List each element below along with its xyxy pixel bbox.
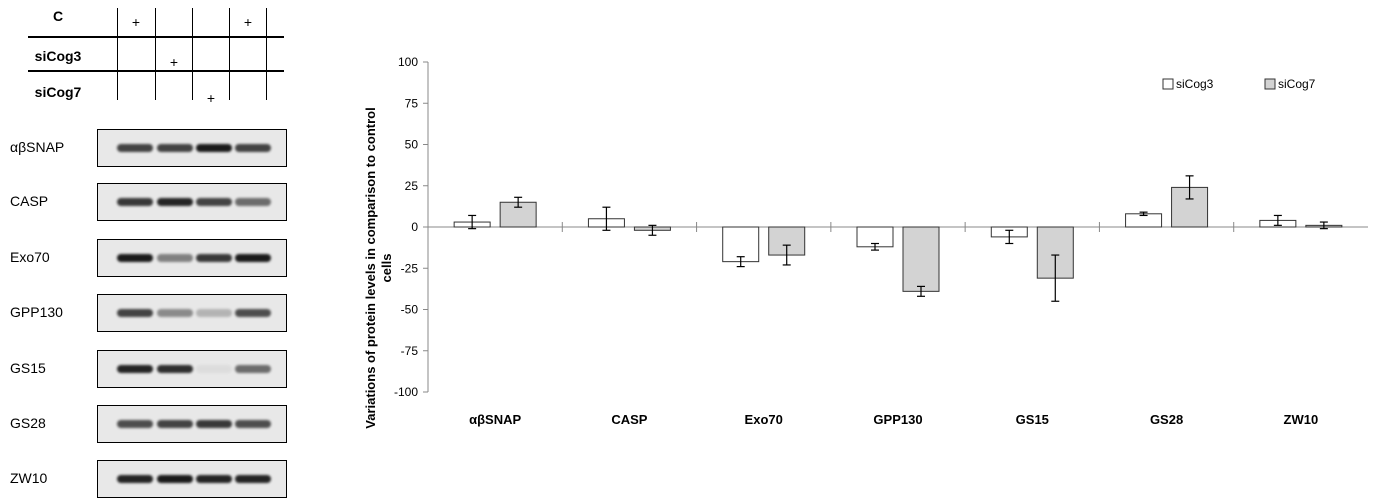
blot-image xyxy=(97,460,287,498)
blot-label: Exo70 xyxy=(10,249,50,265)
legend-swatch xyxy=(1264,78,1276,90)
blot-band xyxy=(157,309,193,317)
blot-band xyxy=(157,365,193,373)
blot-band xyxy=(117,420,153,428)
y-tick-label: 100 xyxy=(398,55,418,69)
x-tick-label: GS15 xyxy=(1016,412,1049,427)
blot-band xyxy=(157,198,193,206)
blot-band xyxy=(117,254,153,262)
blot-band xyxy=(196,309,232,317)
blot-label: CASP xyxy=(10,193,49,209)
blot-band xyxy=(117,198,153,206)
x-tick-label: GS28 xyxy=(1150,412,1183,427)
condition-mark: + xyxy=(243,14,253,30)
blot-image xyxy=(97,294,287,332)
blot-band xyxy=(196,254,232,262)
blot-band xyxy=(196,144,232,152)
lane-divider xyxy=(117,8,118,100)
y-tick-label: 75 xyxy=(405,96,419,110)
blot-band xyxy=(235,420,271,428)
blot-band xyxy=(157,254,193,262)
blot-band xyxy=(117,365,153,373)
y-tick-label: -75 xyxy=(401,344,419,358)
bar-siCog7 xyxy=(902,226,940,292)
y-axis-label: Variations of protein levels in comparis… xyxy=(363,107,394,428)
table-divider xyxy=(28,36,284,38)
blot-band xyxy=(117,309,153,317)
legend-label: siCog7 xyxy=(1278,77,1316,91)
blot-band xyxy=(235,475,271,483)
condition-label: C xyxy=(52,8,64,24)
blot-band xyxy=(157,475,193,483)
legend-swatch xyxy=(1162,78,1174,90)
blot-band xyxy=(235,309,271,317)
x-tick-label: ZW10 xyxy=(1284,412,1319,427)
condition-label: siCog3 xyxy=(34,48,82,64)
condition-label: siCog7 xyxy=(34,84,82,100)
blot-image xyxy=(97,183,287,221)
y-tick-label: -50 xyxy=(401,303,419,317)
blot-image xyxy=(97,129,287,167)
blot-label: αβSNAP xyxy=(10,139,65,155)
blot-band xyxy=(196,365,232,373)
blot-image xyxy=(97,239,287,277)
lane-divider xyxy=(229,8,230,100)
y-tick-label: -25 xyxy=(401,261,419,275)
y-tick-label: 0 xyxy=(411,220,418,234)
x-tick-label: GPP130 xyxy=(873,412,922,427)
lane-divider xyxy=(155,8,156,100)
blot-band xyxy=(235,365,271,373)
blot-image xyxy=(97,350,287,388)
condition-mark: + xyxy=(169,54,179,70)
blot-band xyxy=(235,254,271,262)
blot-band xyxy=(196,198,232,206)
lane-divider xyxy=(266,8,267,100)
blot-band xyxy=(196,475,232,483)
blot-label: ZW10 xyxy=(10,470,48,486)
table-divider xyxy=(28,70,284,72)
x-tick-label: Exo70 xyxy=(745,412,783,427)
blot-label: GPP130 xyxy=(10,304,63,320)
y-tick-label: 50 xyxy=(405,138,419,152)
blot-label: GS28 xyxy=(10,415,46,431)
blot-label: GS15 xyxy=(10,360,46,376)
blot-band xyxy=(117,144,153,152)
x-tick-label: CASP xyxy=(611,412,647,427)
blot-band xyxy=(235,198,271,206)
lane-divider xyxy=(192,8,193,100)
blot-image xyxy=(97,405,287,443)
blot-band xyxy=(235,144,271,152)
blot-band xyxy=(157,420,193,428)
x-tick-label: αβSNAP xyxy=(469,412,521,427)
blot-band xyxy=(117,475,153,483)
legend-label: siCog3 xyxy=(1176,77,1214,91)
condition-mark: + xyxy=(131,14,141,30)
blot-band xyxy=(157,144,193,152)
blot-band xyxy=(196,420,232,428)
y-tick-label: -100 xyxy=(394,385,418,399)
condition-mark: + xyxy=(206,90,216,106)
y-tick-label: 25 xyxy=(405,179,419,193)
